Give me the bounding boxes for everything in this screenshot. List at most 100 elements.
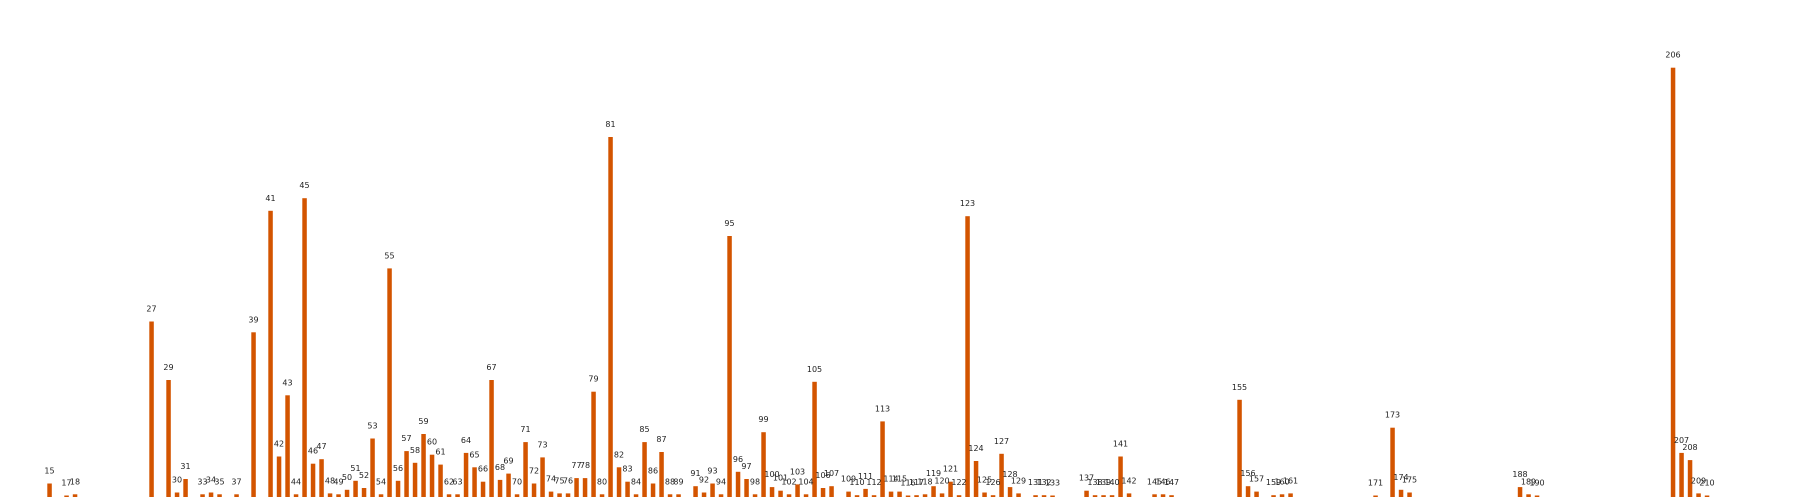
bar-label-65: 65	[469, 450, 479, 459]
bar-label-79: 79	[588, 375, 598, 384]
bar-133	[1050, 495, 1055, 497]
bar-48	[327, 493, 333, 497]
bar-189	[1526, 494, 1531, 497]
bar-label-111: 111	[858, 472, 873, 481]
bar-30	[174, 492, 180, 497]
bar-74	[548, 491, 554, 497]
bar-111	[863, 488, 868, 497]
bar-label-103: 103	[790, 467, 805, 476]
bar-label-127: 127	[994, 437, 1009, 446]
bar-65	[472, 467, 477, 497]
bar-61	[438, 464, 443, 497]
bar-label-137: 137	[1079, 474, 1094, 483]
bar-label-50: 50	[342, 473, 352, 482]
bar-label-15: 15	[44, 467, 54, 476]
bar-label-106: 106	[815, 471, 830, 480]
bar-label-105: 105	[807, 365, 822, 374]
bar-label-69: 69	[503, 457, 513, 466]
bar-69	[506, 473, 511, 497]
bar-label-131: 131	[1028, 478, 1043, 487]
bar-label-17: 17	[61, 479, 71, 488]
bar-128	[1007, 487, 1013, 497]
bar-label-112: 112	[866, 478, 881, 487]
bar-label-18: 18	[70, 477, 80, 486]
bar-127	[999, 453, 1004, 497]
bar-label-132: 132	[1036, 478, 1051, 487]
bar-label-128: 128	[1002, 470, 1017, 479]
bars-group	[47, 67, 1710, 498]
bar-105	[812, 381, 817, 497]
bar-label-63: 63	[452, 477, 462, 486]
bar-110	[854, 495, 860, 497]
bar-43	[285, 395, 290, 497]
bar-18	[72, 494, 78, 497]
bar-label-207: 207	[1674, 436, 1689, 445]
bar-54	[378, 494, 384, 497]
bar-125	[982, 492, 987, 497]
bar-33	[200, 494, 205, 497]
bar-132	[1041, 495, 1047, 497]
bar-label-87: 87	[656, 435, 666, 444]
bar-109	[846, 491, 851, 497]
bar-label-37: 37	[231, 477, 241, 486]
bar-label-52: 52	[359, 471, 369, 480]
bar-label-47: 47	[316, 442, 326, 451]
bar-210	[1704, 495, 1710, 497]
bar-label-161: 161	[1283, 476, 1298, 485]
bar-label-188: 188	[1512, 470, 1527, 479]
bar-55	[387, 268, 392, 497]
bar-58	[412, 462, 418, 497]
bar-68	[497, 479, 503, 497]
bar-81	[608, 137, 613, 497]
bar-80	[599, 494, 605, 497]
bar-208	[1687, 460, 1693, 497]
bar-122	[956, 495, 962, 497]
bar-label-62: 62	[444, 477, 454, 486]
bar-39	[251, 332, 256, 497]
bar-label-113: 113	[875, 404, 890, 413]
bar-label-97: 97	[741, 462, 751, 471]
bar-104	[803, 494, 809, 497]
bar-label-93: 93	[707, 467, 717, 476]
bar-label-190: 190	[1529, 479, 1544, 488]
bar-label-64: 64	[461, 436, 471, 445]
bar-label-57: 57	[401, 434, 411, 443]
bar-label-75: 75	[554, 476, 564, 485]
bar-141	[1118, 456, 1123, 497]
bar-label-129: 129	[1011, 476, 1026, 485]
bar-51	[353, 480, 358, 497]
bar-71	[523, 442, 528, 497]
bar-145	[1152, 494, 1157, 497]
bar-label-43: 43	[282, 378, 292, 387]
bar-label-82: 82	[614, 450, 624, 459]
bar-label-121: 121	[943, 465, 958, 474]
bar-126	[990, 495, 996, 497]
bar-175	[1407, 492, 1412, 497]
bar-label-29: 29	[163, 363, 173, 372]
bar-116	[905, 495, 911, 497]
bar-117	[914, 495, 919, 497]
bar-161	[1288, 493, 1293, 497]
bar-label-114: 114	[883, 475, 898, 484]
bar-78	[582, 478, 588, 497]
bar-91	[693, 486, 698, 497]
bar-115	[897, 491, 902, 497]
bar-label-67: 67	[486, 363, 496, 372]
bar-156	[1245, 486, 1251, 497]
bar-106	[820, 488, 826, 497]
bar-37	[234, 494, 239, 497]
bar-31	[183, 479, 188, 497]
bar-29	[166, 380, 171, 497]
bar-label-120: 120	[934, 476, 949, 485]
bar-label-44: 44	[291, 477, 301, 486]
bar-label-33: 33	[197, 477, 207, 486]
bar-63	[455, 494, 460, 497]
bar-label-119: 119	[926, 469, 941, 478]
bar-45	[302, 198, 307, 497]
bar-93	[710, 483, 715, 497]
bar-101	[778, 490, 783, 497]
bar-label-61: 61	[435, 448, 445, 457]
bar-92	[701, 492, 707, 497]
